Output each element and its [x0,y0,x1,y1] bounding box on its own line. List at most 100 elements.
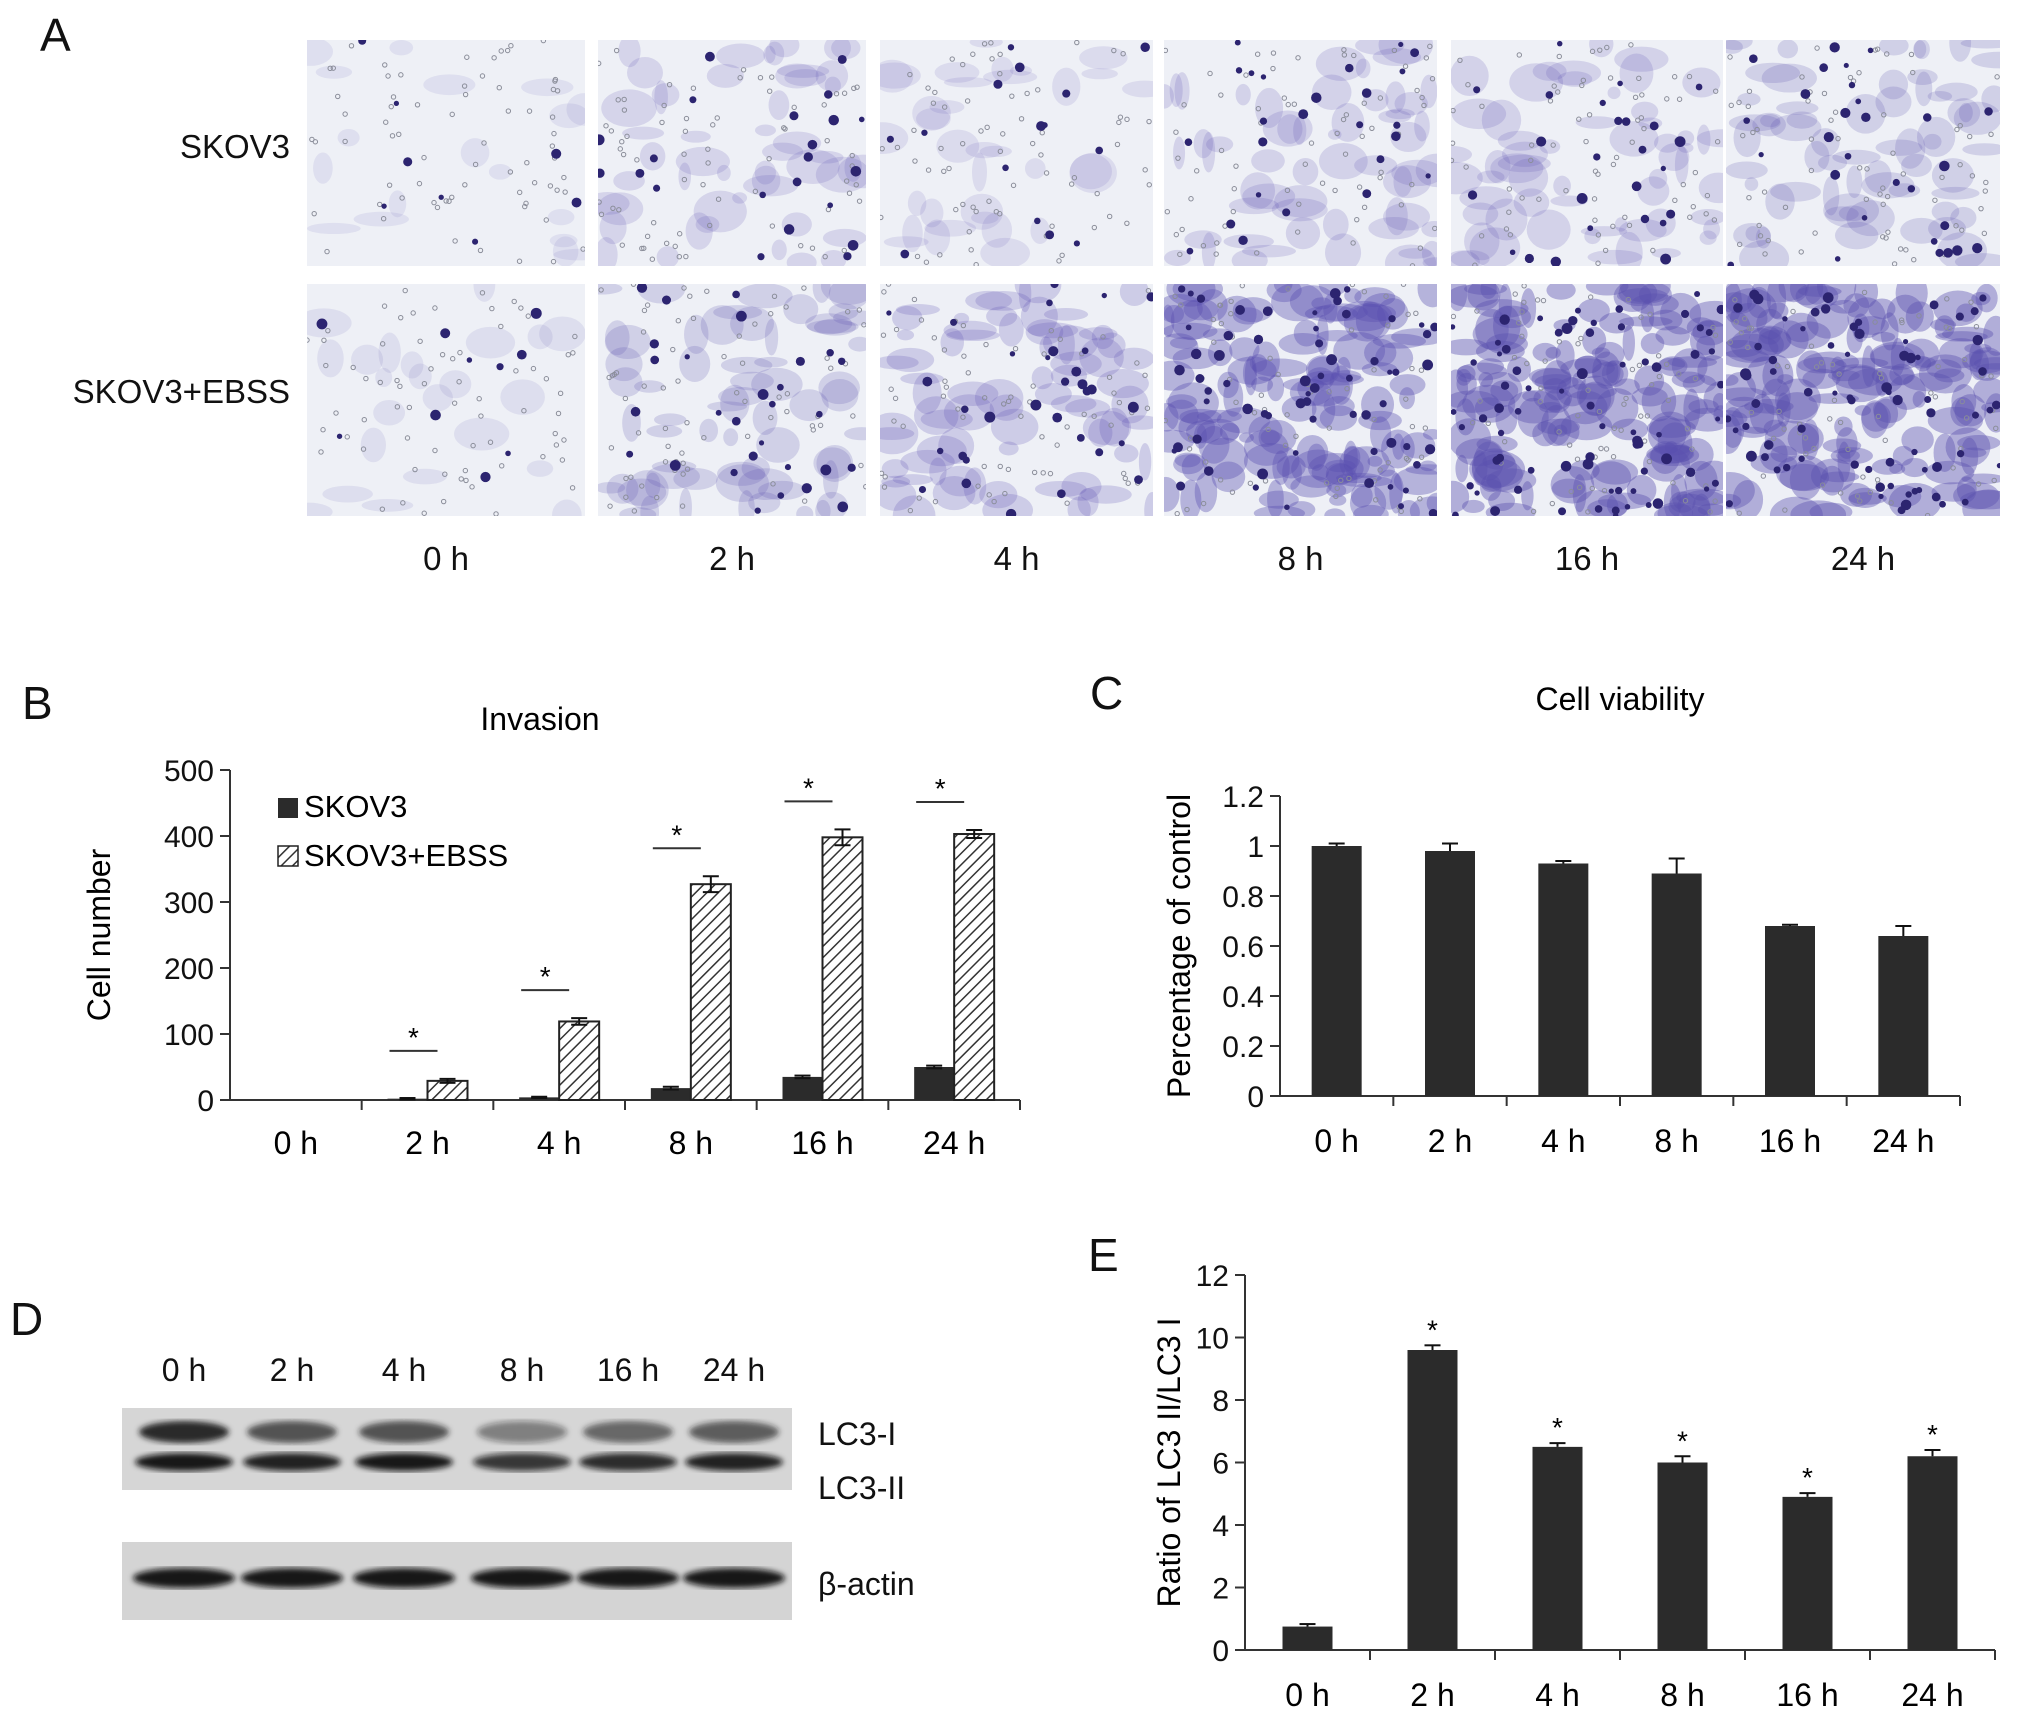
legend-label-skov3: SKOV3 [304,789,407,824]
bar-skov3 [914,1067,955,1100]
x-tick-label: 4 h [1541,1123,1585,1159]
bar [1538,863,1589,1096]
row-label-skov3-ebss: SKOV3+EBSS [72,373,290,410]
x-tick-label: 0 h [1285,1677,1329,1713]
panel-b-letter: B [22,677,53,729]
panel-c-letter: C [1090,667,1124,719]
western-blot-image [122,1408,792,1620]
y-tick-label: 0.6 [1222,931,1264,964]
bar-skov3-ebss [689,883,732,1101]
band-lc3-i [247,1421,337,1443]
legend-label-skov3-ebss: SKOV3+EBSS [304,838,508,873]
row-label-skov3: SKOV3 [179,128,290,165]
band-lc3-i [139,1421,229,1443]
blot-label-lc3-ii: LC3-II [818,1470,906,1506]
band-lc3-i [359,1421,449,1443]
significance-marker: * [1802,1462,1813,1493]
blot-time-16h: 16 h [596,1352,660,1388]
y-tick-label: 100 [164,1019,214,1052]
y-tick-label: 500 [164,755,214,788]
y-tick-label: 0.4 [1222,981,1264,1014]
panel-e-letter: E [1088,1229,1119,1281]
y-tick-label: 0.8 [1222,881,1264,914]
significance-marker: * [408,1022,419,1053]
bar-skov3 [782,1076,823,1100]
x-tick-label: 8 h [669,1125,713,1161]
band-beta-actin [471,1568,573,1588]
micrograph-skov3-8h [1164,40,1437,266]
y-axis-label: Percentage of control [1161,794,1197,1098]
y-tick-label: 400 [164,821,214,854]
band-lc3-ii [243,1453,341,1471]
y-tick-label: 10 [1196,1322,1229,1355]
band-lc3-ii [685,1453,783,1471]
blot-time-4h: 4 h [381,1352,427,1388]
cell-viability-chart: Cell viability Percentage of control 0 0.2 0… [1161,681,1961,1159]
blot-label-lc3-i: LC3-I [818,1416,897,1452]
micrograph-skov3-0h [307,40,585,266]
micrograph-skov3-ebss-8h [1164,284,1437,516]
bar [1282,1626,1333,1650]
band-lc3-i [689,1421,779,1443]
micrograph-skov3-ebss-16h [1451,284,1723,516]
y-tick-label: 1.2 [1222,781,1264,814]
blot-time-2h: 2 h [269,1352,315,1388]
blot-time-8h: 8 h [499,1352,545,1388]
bar-skov3-ebss [558,1020,601,1101]
x-tick-label: 2 h [1428,1123,1472,1159]
band-beta-actin [353,1568,455,1588]
chart-title: Cell viability [1536,681,1705,717]
blot-label-beta-actin: β-actin [818,1566,915,1602]
blot-time-24h: 24 h [702,1352,766,1388]
bar [1651,873,1702,1096]
x-tick-label: 4 h [537,1125,581,1161]
y-tick-label: 300 [164,887,214,920]
micrograph-skov3-ebss-0h [307,284,585,516]
bar [1878,936,1929,1096]
legend-swatch-skov3 [278,798,298,818]
band-beta-actin [577,1568,679,1588]
chart-title: Invasion [480,701,599,737]
y-tick-label: 6 [1212,1447,1229,1480]
significance-marker: * [1427,1314,1438,1345]
y-tick-label: 0 [1212,1635,1229,1668]
micrograph-skov3-ebss-2h [598,284,866,516]
bar [1532,1446,1583,1650]
bar [1311,846,1362,1096]
x-tick-label: 2 h [1410,1677,1454,1713]
time-label-24h: 24 h [1830,540,1896,577]
y-tick-label: 0.2 [1222,1031,1264,1064]
micrograph-skov3-ebss-4h [880,284,1153,516]
x-tick-label: 24 h [923,1125,985,1161]
band-lc3-ii [473,1453,571,1471]
x-tick-label: 16 h [791,1125,853,1161]
bar [1425,851,1475,1096]
significance-marker: * [1927,1419,1938,1450]
panel-a-letter: A [40,9,71,61]
x-tick-label: 0 h [1314,1123,1358,1159]
bar-skov3-ebss [821,836,864,1101]
lc3-ratio-chart: Ratio of LC3 II/LC3 I 0 2 4 6 8 10 12 0 h * 2 h * 4 … [1151,1260,1996,1713]
significance-marker: * [1677,1425,1688,1456]
panel-d-letter: D [10,1293,44,1345]
significance-marker: * [1552,1412,1563,1443]
micrograph-skov3-2h [598,40,866,266]
time-label-8h: 8 h [1277,540,1324,577]
time-label-0h: 0 h [423,540,469,577]
x-tick-label: 24 h [1872,1123,1934,1159]
x-tick-label: 0 h [274,1125,318,1161]
band-lc3-ii [579,1453,677,1471]
significance-marker: * [935,773,946,804]
y-tick-label: 12 [1196,1260,1229,1293]
time-label-2h: 2 h [709,540,755,577]
significance-marker: * [671,819,682,850]
band-beta-actin [241,1568,343,1588]
time-label-4h: 4 h [993,540,1040,577]
bar-skov3 [650,1088,691,1100]
band-lc3-ii [135,1453,233,1471]
x-tick-label: 8 h [1654,1123,1698,1159]
bar [1657,1462,1708,1650]
bar [1782,1496,1833,1650]
y-tick-label: 4 [1212,1510,1229,1543]
micrograph-skov3-24h [1726,40,2000,266]
